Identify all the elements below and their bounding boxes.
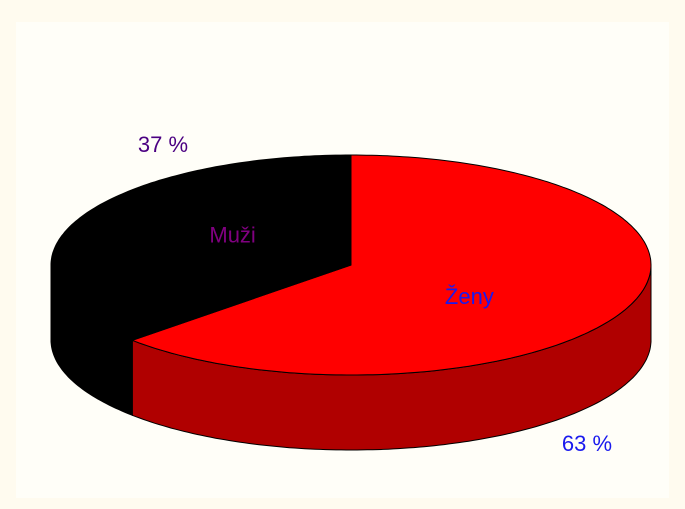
category-label: Ženy bbox=[445, 284, 494, 309]
value-label: 37 % bbox=[138, 132, 188, 157]
value-label: 63 % bbox=[562, 431, 612, 456]
slice bbox=[50, 154, 352, 341]
category-label: Muži bbox=[209, 223, 255, 248]
slice bbox=[130, 154, 652, 376]
